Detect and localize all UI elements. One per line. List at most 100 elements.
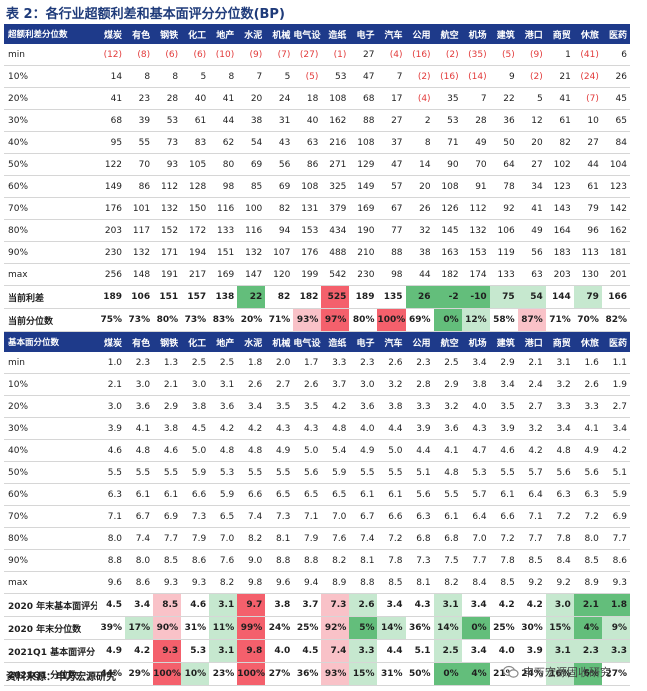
table-cell: 2 (405, 109, 434, 132)
table-cell: 162 (321, 109, 350, 132)
table-cell: 3.0 (181, 373, 210, 396)
table-cell: 2.0 (265, 352, 294, 374)
table-cell: 25% (293, 616, 322, 640)
table-cell: 4.2 (125, 639, 154, 663)
table-cell: 94 (265, 219, 294, 242)
table-cell: 182 (293, 285, 322, 309)
table-cell: (2) (517, 65, 546, 88)
table-cell: (7) (573, 87, 602, 110)
table-cell: 7.4 (321, 639, 350, 663)
table-cell: 53 (433, 109, 462, 132)
table-cell: 36% (405, 616, 434, 640)
table-cell: 7 (377, 65, 406, 88)
row-label: 20% (4, 395, 97, 418)
table-cell: 2.8 (405, 373, 434, 396)
table-cell: 122 (97, 153, 126, 176)
column-header: 电子 (349, 331, 378, 352)
table-cell: 5.3 (461, 461, 490, 484)
table-cell: 123 (601, 175, 630, 198)
table-cell: 210 (349, 241, 378, 264)
column-header: 机场 (461, 24, 490, 44)
table-cell: 6.6 (237, 483, 266, 506)
table-cell: 203 (97, 219, 126, 242)
table-cell: 1.0 (97, 352, 126, 374)
table-row: 60% 6.3 6.1 6.1 6.6 5.9 6.6 6.5 6.5 6.5 6.1 6.1 5.6 5… (4, 483, 630, 506)
table-cell: (8) (125, 44, 154, 66)
table-cell: 7 (237, 65, 266, 88)
table-cell: 2.1 (517, 352, 546, 374)
table-cell: 164 (545, 219, 574, 242)
table-cell: 8.2 (433, 571, 462, 594)
column-header: 公用 (405, 331, 434, 352)
column-header: 休旅 (573, 24, 602, 44)
table-cell: 4.8 (545, 439, 574, 462)
table-cell: 4.0 (349, 417, 378, 440)
table-cell: 3.3 (405, 395, 434, 418)
table-cell: 44 (573, 153, 602, 176)
table-cell: 90 (433, 153, 462, 176)
table-cell: 56 (517, 241, 546, 264)
table-cell: (35) (461, 44, 490, 66)
column-header: 电气设备 (293, 24, 322, 44)
table-row: 40% 4.6 4.8 4.6 5.0 4.8 4.8 4.9 5.0 5.4 4.9 5.0 4.4 4… (4, 439, 630, 462)
table-cell: 14 (405, 153, 434, 176)
table-cell: 149 (97, 175, 126, 198)
table-cell: 4.8 (209, 439, 238, 462)
table-cell: (2) (405, 65, 434, 88)
table-cell: 49 (517, 219, 546, 242)
table-cell: 5.0 (181, 439, 210, 462)
column-header: 建筑 (489, 24, 518, 44)
table-cell: (1) (321, 44, 350, 66)
table-cell: 2.7 (265, 373, 294, 396)
header-label: 基本面分位数 (4, 331, 97, 352)
table-cell: 132 (153, 197, 182, 220)
table-cell: 9% (601, 616, 630, 640)
table-cell: 4.3 (405, 593, 434, 617)
table-cell: 27 (517, 153, 546, 176)
watermark-text: 申万宏源固收研究 (523, 666, 611, 679)
column-header: 化工 (181, 331, 210, 352)
table-cell: 2.9 (489, 352, 518, 374)
table-row: min 1.0 2.3 1.3 2.5 2.5 1.8 2.0 1.7 3.3 2.3 2.6 2.3 2… (4, 352, 630, 374)
table-cell: 4.5 (293, 639, 322, 663)
table-cell: 31 (265, 109, 294, 132)
table-cell: 79 (573, 285, 602, 309)
table-cell: 4.8 (321, 417, 350, 440)
column-header: 建筑 (489, 331, 518, 352)
table-cell: 62 (209, 131, 238, 154)
column-header: 商贸 (545, 331, 574, 352)
table-cell: 189 (97, 285, 126, 309)
score-2020-row: 2020 年末基本面评分 4.5 3.4 8.5 4.6 3.1 9.7 3.8 3.7 7.3 2… (4, 593, 630, 617)
table-cell: 8.2 (321, 549, 350, 572)
table-cell: 5.9 (181, 461, 210, 484)
table-cell: 5.1 (405, 461, 434, 484)
table-cell: 8.5 (153, 549, 182, 572)
table-cell: 4.1 (573, 417, 602, 440)
table-cell: 3.7 (321, 373, 350, 396)
table-cell: 174 (461, 263, 490, 286)
table-cell: 54 (237, 131, 266, 154)
table-cell: 2.3 (573, 639, 602, 663)
table-cell: 2.1 (153, 373, 182, 396)
table-cell: 8.0 (573, 527, 602, 550)
table-cell: 107 (265, 241, 294, 264)
table-cell: 117 (125, 219, 154, 242)
column-header: 汽车 (377, 24, 406, 44)
table-cell: (5) (489, 44, 518, 66)
table-row: 70% 7.1 6.7 6.9 7.3 6.5 7.4 7.3 7.1 7.0 6.7 6.6 6.3 6… (4, 505, 630, 528)
table-cell: 39 (125, 109, 154, 132)
table-cell: 3.7 (293, 593, 322, 617)
table-cell: 10% (181, 662, 210, 686)
table-cell: 171 (153, 241, 182, 264)
table-cell: 3.5 (293, 395, 322, 418)
table-cell: 3.8 (181, 395, 210, 418)
table-cell: 5% (349, 616, 378, 640)
table-cell: 3.6 (433, 417, 462, 440)
table-cell: 70 (125, 153, 154, 176)
table-cell: 3.6 (209, 395, 238, 418)
table-cell: 7.2 (573, 505, 602, 528)
table-cell: 77 (377, 219, 406, 242)
table-cell: 71 (433, 131, 462, 154)
table-cell: 82% (601, 308, 630, 332)
table-cell: 230 (97, 241, 126, 264)
